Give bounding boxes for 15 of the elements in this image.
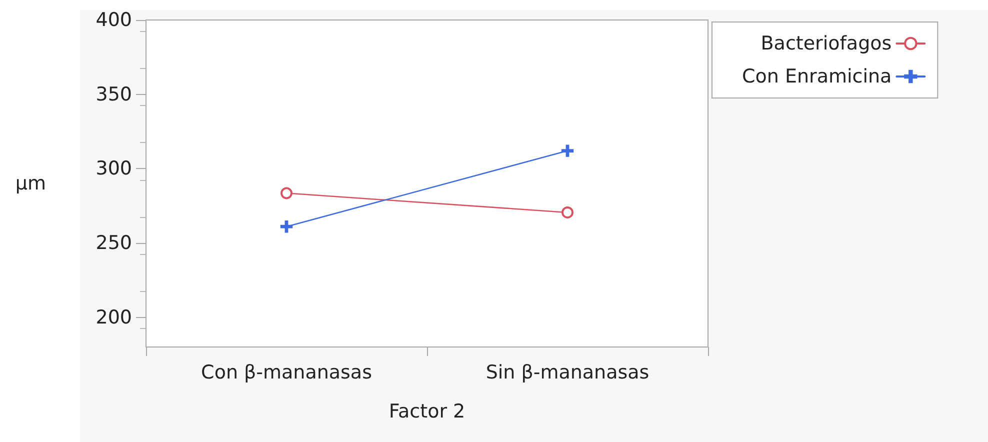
point	[280, 187, 292, 200]
y-tick-label: 350	[96, 83, 132, 106]
x-tick-label: Con β-mananasas	[201, 362, 372, 384]
legend-label: Bacteriofagos	[760, 32, 892, 54]
y-tick-label: 250	[96, 232, 132, 254]
y-tick-label: 300	[96, 158, 132, 180]
point	[561, 144, 574, 157]
x-axis-title: Factor 2	[388, 400, 466, 422]
y-tick-label: 400	[96, 9, 132, 31]
x-tick-label: Sin β-mananasas	[486, 362, 650, 384]
y-axis-title: µm	[15, 172, 46, 194]
point	[280, 220, 293, 233]
point	[562, 206, 574, 218]
y-tick-label: 200	[96, 306, 132, 328]
legend-label: Con Enramicina	[742, 66, 892, 88]
